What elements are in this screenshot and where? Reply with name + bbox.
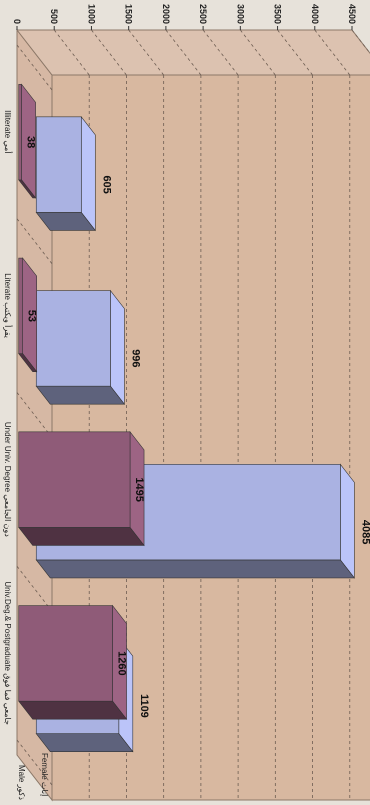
legend: Male ذكور Female إناث <box>17 753 49 800</box>
female-bar <box>18 83 37 199</box>
male-bar-front <box>35 116 82 213</box>
male-data-label: 4085 <box>359 520 370 544</box>
male-data-label: 1109 <box>138 694 150 718</box>
x-axis-categories: Illiterate أمي Literate يقرأ ويكتب Under U… <box>3 110 14 725</box>
y-tick-label: 0 <box>12 19 22 24</box>
female-data-label: 1495 <box>133 477 145 501</box>
category-label: Illiterate أمي <box>3 110 14 153</box>
female-bar-side <box>18 527 145 546</box>
y-tick-label: 4000 <box>310 4 320 24</box>
male-bar-top <box>80 115 96 232</box>
male-bar <box>35 289 126 406</box>
y-tick-label: 4500 <box>347 4 357 24</box>
female-bar-front <box>18 431 131 528</box>
y-axis-ticks: 0 500 1000 1500 2000 2500 3000 3500 4000 4500 <box>12 4 357 30</box>
male-bar-side <box>35 559 355 579</box>
female-bar <box>18 430 145 547</box>
female-data-label: 38 <box>25 136 37 148</box>
category-label: Under Univ. Degree دون الجامعي <box>3 422 12 537</box>
y-tick-label: 3500 <box>273 4 283 24</box>
female-bar <box>18 257 38 373</box>
female-data-label: 53 <box>26 310 38 322</box>
category-label: Univ.Deg.& Postgraduate جامعي فما فوق <box>3 581 12 725</box>
data-labels: 605 38 996 53 4085 1495 1109 1260 <box>25 136 370 718</box>
female-data-label: 1260 <box>116 651 128 675</box>
category-label: Literate يقرأ ويكتب <box>3 273 14 338</box>
male-data-label: 996 <box>129 349 141 367</box>
legend-male: Male ذكور <box>17 765 26 800</box>
male-bar-front <box>35 290 111 387</box>
male-data-label: 605 <box>100 175 112 193</box>
y-tick-label: 500 <box>49 9 59 24</box>
female-bar-front <box>18 257 23 354</box>
chart-walls <box>15 28 370 802</box>
female-bar-side <box>18 700 128 720</box>
male-bar <box>35 115 96 232</box>
y-tick-label: 3000 <box>235 4 245 24</box>
side-wall <box>15 29 370 76</box>
female-bar <box>18 604 128 721</box>
y-tick-label: 2500 <box>198 4 208 24</box>
y-tick-label: 1500 <box>124 4 134 24</box>
female-bar-front <box>18 84 22 181</box>
male-bar-top <box>110 289 125 406</box>
legend-female: Female إناث <box>40 753 49 796</box>
y-tick-label: 1000 <box>86 4 96 24</box>
male-bar-top <box>340 463 355 579</box>
y-tick-label: 2000 <box>161 4 171 24</box>
male-bar-side <box>35 385 126 405</box>
male-bar-side <box>35 733 134 752</box>
female-bar-front <box>18 605 113 702</box>
chart-bars <box>18 83 355 753</box>
